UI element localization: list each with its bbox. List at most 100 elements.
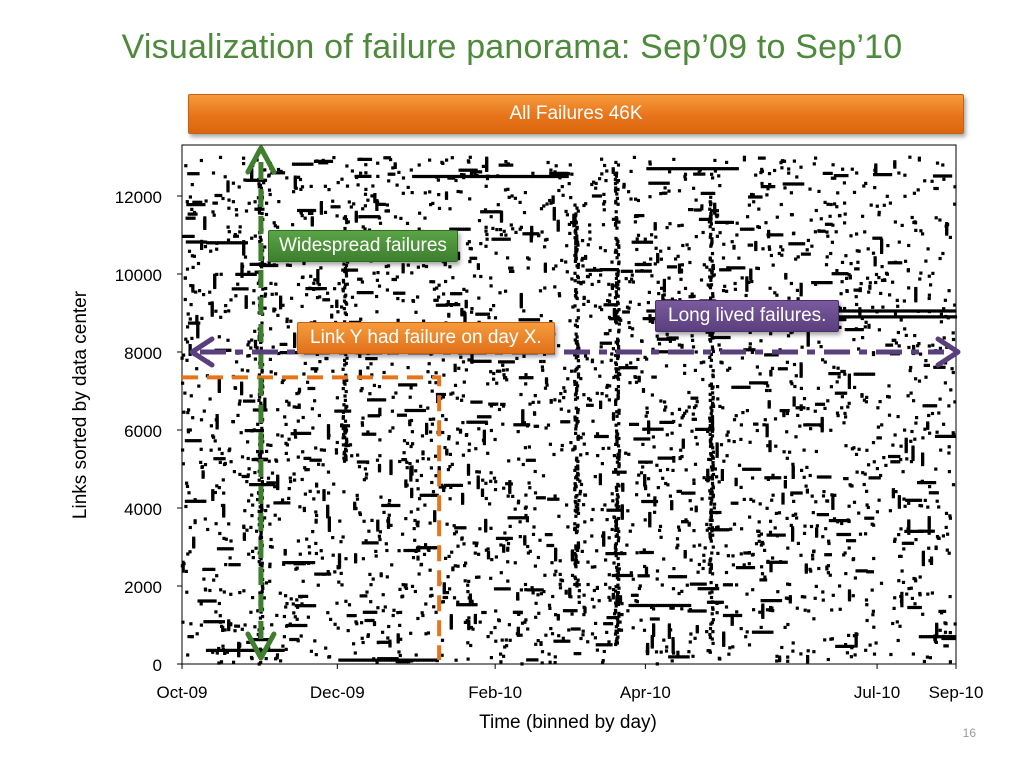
failure-streak-point [850, 539, 854, 543]
failure-point [765, 193, 769, 197]
failure-streak-point [381, 503, 385, 508]
failure-point [363, 204, 367, 208]
failure-streak-point [830, 176, 834, 180]
failure-streak-point [385, 503, 389, 508]
failure-point [655, 463, 659, 467]
failure-point [208, 397, 212, 401]
failure-cluster-point [461, 501, 465, 505]
failure-point [253, 200, 257, 204]
failure-streak-point [263, 178, 268, 182]
failure-point [510, 194, 514, 198]
failure-streak-point [745, 551, 749, 555]
failure-cluster-point [543, 267, 547, 271]
failure-cluster-point [781, 496, 785, 500]
failure-point [557, 344, 561, 348]
failure-cluster-point [556, 219, 560, 223]
failure-point [484, 548, 488, 552]
failure-point [863, 230, 867, 234]
failure-point [379, 495, 383, 499]
failure-streak-point [192, 240, 196, 244]
failure-point [226, 238, 231, 242]
failure-cluster-point [662, 282, 666, 286]
failure-streak-point [195, 240, 199, 244]
failure-streak-point [304, 623, 308, 628]
failure-cluster-point [466, 467, 471, 471]
failure-cluster-point [482, 440, 486, 444]
failure-streak-point [716, 600, 720, 604]
failure-streak-point [727, 335, 731, 340]
failure-cluster-point [508, 487, 512, 491]
failure-point [392, 608, 396, 612]
failure-point [464, 368, 468, 372]
failure-point [187, 408, 191, 412]
failure-point [214, 522, 218, 526]
failure-point [880, 423, 884, 427]
failure-point [361, 557, 365, 561]
failure-cluster-point [283, 552, 287, 556]
failure-streak-point [867, 372, 871, 376]
failure-point [775, 654, 779, 658]
failure-cluster-point [240, 271, 244, 275]
failure-cluster-point [570, 558, 574, 562]
failure-point [629, 571, 633, 575]
failure-point [872, 556, 876, 561]
failure-point [689, 632, 693, 636]
failure-point [723, 284, 727, 288]
failure-point [232, 660, 236, 664]
failure-streak-point [203, 499, 207, 503]
failure-point [302, 506, 306, 510]
failure-point [725, 454, 729, 458]
failure-streak-point [383, 156, 387, 160]
failure-point [568, 163, 572, 167]
failure-cluster-point [570, 556, 574, 560]
failure-point [295, 598, 299, 602]
failure-point [734, 414, 738, 418]
failure-streak-point [221, 620, 225, 624]
failure-point [485, 232, 489, 237]
failure-point [472, 274, 477, 278]
failure-point [360, 423, 365, 427]
failure-streak-point [399, 291, 404, 295]
failure-point [301, 450, 305, 454]
failure-point [376, 606, 380, 610]
failure-cluster-point [484, 518, 488, 522]
failure-point [872, 652, 877, 656]
failure-point [322, 448, 326, 452]
failure-streak-point [530, 318, 534, 322]
failure-streak-point [933, 186, 937, 191]
failure-streak-point [832, 372, 837, 376]
failure-point [758, 372, 762, 376]
all-failures-banner: All Failures 46K [188, 94, 964, 134]
failure-point [299, 211, 303, 215]
failure-streak-point [369, 610, 373, 614]
failure-streak-point [892, 454, 896, 459]
failure-streak-point [922, 529, 926, 533]
failure-point [489, 370, 493, 374]
failure-cluster-point [921, 559, 925, 563]
failure-cluster-point [911, 447, 915, 451]
failure-cluster-point [871, 351, 876, 355]
failure-cluster-point [620, 506, 624, 510]
failure-cluster-point [730, 613, 734, 618]
failure-streak-point [940, 609, 944, 613]
failure-point [250, 338, 254, 342]
failure-point [938, 256, 942, 261]
failure-streak-point [662, 350, 667, 354]
failure-point [378, 438, 382, 442]
failure-streak-point [458, 168, 462, 172]
failure-streak-point [573, 627, 577, 631]
failure-streak-point [184, 439, 188, 443]
failure-cluster-point [730, 622, 734, 626]
failure-streak-point [730, 501, 734, 505]
failure-point [268, 357, 272, 361]
failure-point [191, 416, 195, 420]
failure-point [688, 499, 692, 503]
failure-point [335, 214, 339, 218]
failure-streak-point [648, 262, 652, 267]
failure-streak-point [709, 191, 713, 195]
failure-streak-point [421, 493, 426, 497]
failure-point [852, 634, 856, 638]
failure-point [217, 335, 221, 339]
failure-point [939, 312, 943, 316]
failure-point [319, 266, 323, 270]
